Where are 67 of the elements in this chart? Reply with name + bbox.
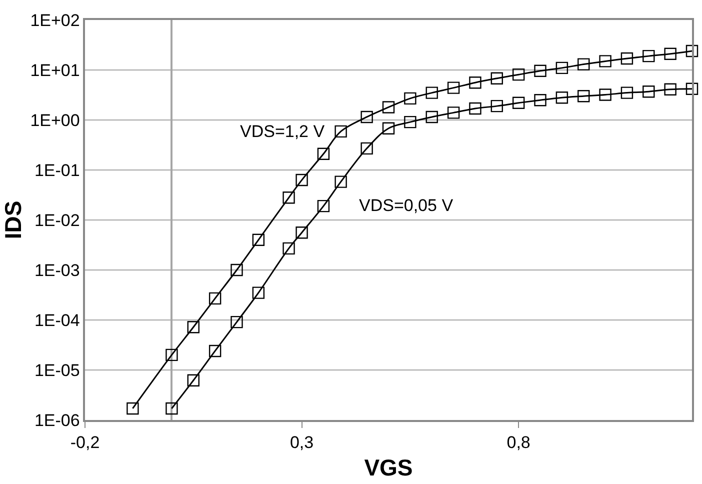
y-tick-label: 1E-06 — [34, 410, 80, 430]
point — [166, 402, 178, 415]
point — [282, 242, 295, 255]
point — [642, 50, 655, 62]
point — [686, 82, 698, 95]
point — [599, 55, 612, 68]
point — [664, 83, 676, 96]
y-tick-label: 1E-05 — [34, 360, 80, 380]
point — [556, 62, 568, 74]
point — [642, 85, 655, 98]
point — [447, 82, 460, 94]
x-tick-label: 0,3 — [290, 433, 314, 452]
point — [426, 110, 438, 124]
point — [360, 110, 373, 124]
point — [556, 92, 568, 104]
point — [490, 72, 503, 84]
point — [426, 86, 438, 99]
point — [208, 344, 222, 358]
y-tick-label: 1E-03 — [34, 260, 80, 280]
point — [334, 125, 347, 138]
y-tick-label: 1E+01 — [30, 60, 80, 80]
point — [334, 176, 347, 188]
point — [578, 58, 590, 70]
x-tick-label: -0,2 — [70, 433, 100, 452]
point — [664, 48, 676, 60]
point — [282, 192, 295, 204]
x-axis-title: VGS — [364, 454, 413, 480]
point — [317, 148, 330, 160]
point — [404, 116, 416, 128]
point — [512, 96, 525, 109]
point — [490, 100, 503, 112]
point — [686, 44, 698, 58]
point — [252, 286, 265, 299]
point — [187, 321, 200, 334]
y-axis-title: IDS — [0, 200, 26, 240]
point — [382, 101, 395, 114]
y-tick-label: 1E+02 — [30, 10, 80, 30]
point — [187, 374, 200, 386]
point — [126, 402, 139, 415]
point — [620, 86, 634, 99]
series-label: VDS=0,05 V — [359, 196, 454, 215]
point — [578, 90, 590, 102]
point — [447, 106, 460, 119]
point — [296, 226, 308, 239]
y-tick-label: 1E-04 — [34, 310, 80, 330]
point — [469, 102, 482, 115]
point — [317, 200, 330, 212]
x-tick-label: 0,8 — [506, 433, 530, 452]
point — [404, 92, 416, 105]
point — [534, 94, 546, 106]
point — [599, 88, 612, 101]
point — [512, 68, 525, 81]
point — [230, 316, 243, 328]
point — [534, 64, 546, 77]
point — [166, 348, 178, 362]
point — [620, 52, 634, 65]
series-label: VDS=1,2 V — [240, 122, 326, 141]
y-tick-label: 1E-01 — [34, 160, 80, 180]
point — [252, 234, 265, 246]
point — [360, 142, 373, 155]
y-tick-label: 1E-02 — [34, 210, 80, 230]
point — [469, 76, 482, 89]
point — [382, 122, 395, 134]
point — [230, 264, 243, 276]
y-tick-label: 1E+00 — [30, 110, 80, 130]
point — [296, 174, 308, 186]
point — [208, 292, 222, 305]
